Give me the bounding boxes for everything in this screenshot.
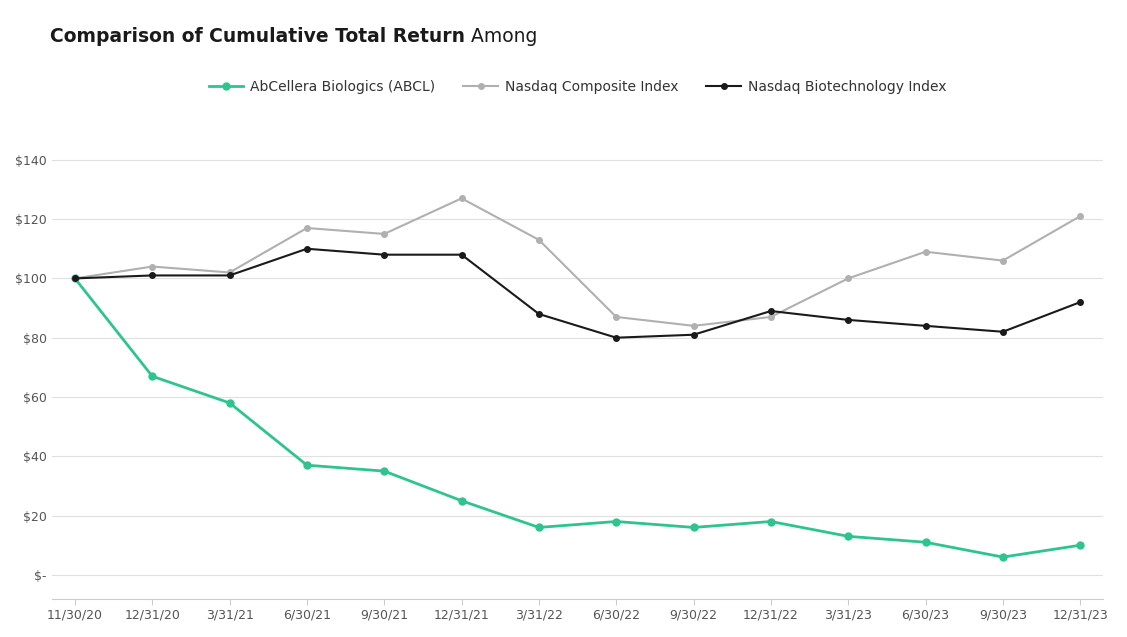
Text: Comparison of Cumulative Total Return: Comparison of Cumulative Total Return	[51, 27, 465, 46]
Legend: AbCellera Biologics (ABCL), Nasdaq Composite Index, Nasdaq Biotechnology Index: AbCellera Biologics (ABCL), Nasdaq Compo…	[203, 75, 952, 99]
Text: Among: Among	[465, 27, 538, 46]
